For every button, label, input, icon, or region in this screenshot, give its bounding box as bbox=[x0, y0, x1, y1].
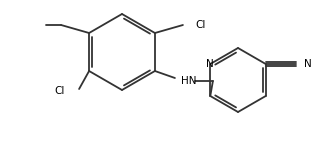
Text: HN: HN bbox=[181, 76, 196, 86]
Text: Cl: Cl bbox=[195, 20, 205, 30]
Text: N: N bbox=[304, 59, 312, 69]
Text: N: N bbox=[206, 59, 214, 69]
Text: Cl: Cl bbox=[55, 86, 65, 96]
